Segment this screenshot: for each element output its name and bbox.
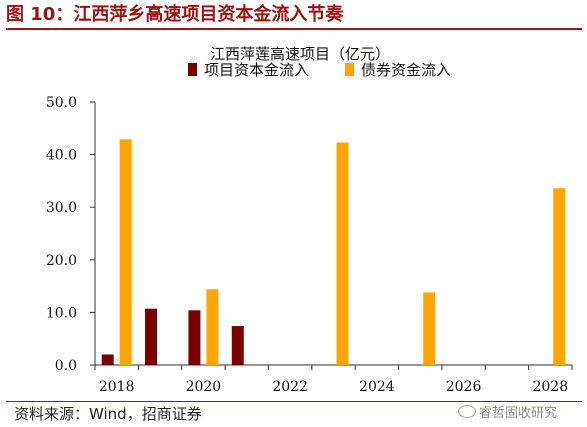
legend-label: 项目资本金流入 [204, 61, 309, 79]
capital-bar [145, 308, 158, 365]
y-tick-label: 0.0 [55, 358, 77, 374]
y-tick-label: 10.0 [46, 305, 77, 321]
x-tick-label: 2022 [272, 379, 308, 395]
watermark-text: 睿哲固收研究 [479, 406, 558, 421]
title-divider [6, 28, 582, 30]
bond-bar [336, 142, 349, 365]
legend-swatch [188, 63, 197, 76]
x-tick-label: 2028 [532, 379, 568, 395]
capital-bar [188, 310, 201, 365]
bond-bar [423, 292, 436, 365]
bond-bar [119, 139, 132, 365]
chart-axes: 0.0 10.0 20.0 30.0 40.0 50.0 2018 2020 2022 2024 2… [46, 95, 573, 395]
y-tick-label: 20.0 [46, 253, 77, 269]
y-tick-label: 30.0 [46, 200, 77, 216]
capital-bar [231, 326, 244, 365]
x-tick-label: 2024 [359, 379, 395, 395]
bond-bar [553, 188, 566, 365]
legend-label: 债券资金流入 [361, 61, 451, 79]
bar-chart: 江西萍莲高速项目（亿元） 项目资本金流入 债券资金流入 0.0 10.0 20.0 30… [46, 45, 573, 395]
capital-bar [101, 354, 114, 365]
wechat-icon [458, 405, 476, 418]
source-note: 资料来源：Wind，招商证券 [14, 405, 202, 423]
chart-bars [101, 139, 566, 365]
watermark: 睿哲固收研究 [458, 404, 557, 424]
x-tick-label: 2026 [446, 379, 482, 395]
bond-bar [206, 289, 219, 365]
legend-swatch [345, 63, 354, 76]
x-tick-label: 2020 [186, 379, 222, 395]
y-tick-label: 50.0 [46, 95, 77, 111]
chart-title: 江西萍莲高速项目（亿元） [210, 45, 390, 63]
source-divider [6, 401, 582, 402]
x-tick-label: 2018 [99, 379, 135, 395]
y-tick-label: 40.0 [46, 148, 77, 164]
figure-title: 图 10：江西萍乡高速项目资本金流入节奏 [6, 4, 344, 25]
chart-legend: 项目资本金流入 债券资金流入 [188, 61, 451, 79]
